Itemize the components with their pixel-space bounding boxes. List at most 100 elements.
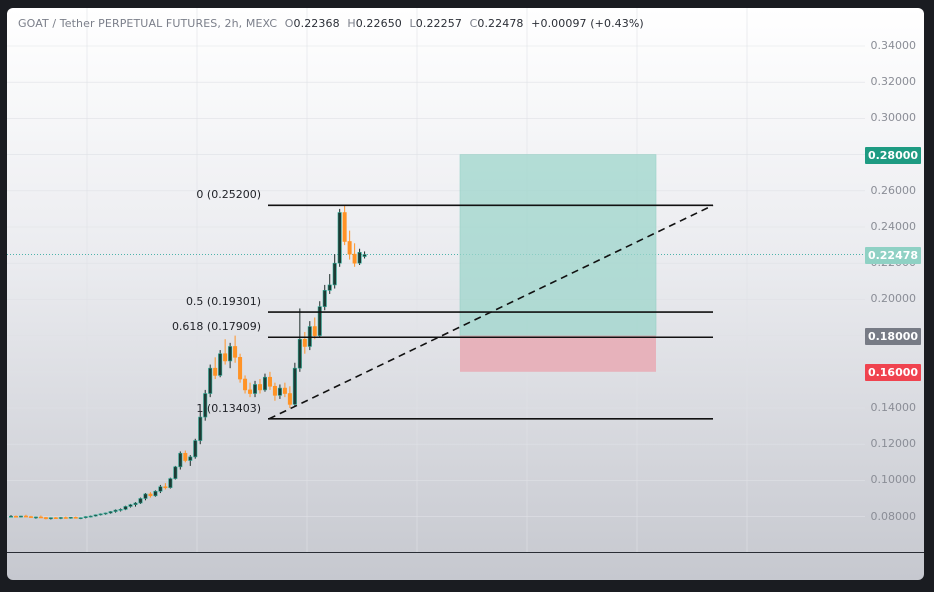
candle xyxy=(243,375,248,394)
candle-body xyxy=(123,506,128,510)
candle xyxy=(258,379,263,394)
close-key: C xyxy=(469,17,478,30)
candle-body xyxy=(223,353,228,362)
candle xyxy=(213,357,218,380)
change-value: +0.00097 (+0.43%) xyxy=(531,17,644,30)
candle xyxy=(28,515,33,519)
candle xyxy=(68,516,73,519)
candle xyxy=(223,339,228,365)
candle-body xyxy=(337,212,342,264)
candle xyxy=(357,248,362,266)
candle-body xyxy=(282,387,287,394)
candle-body xyxy=(292,367,297,405)
candle xyxy=(193,438,198,459)
candle xyxy=(168,477,173,489)
position-loss-zone[interactable] xyxy=(460,335,656,372)
open-key: O xyxy=(284,17,294,30)
price-tick-label: 0.12000 xyxy=(870,437,917,451)
candle xyxy=(123,505,128,511)
symbol-title: GOAT / Tether PERPETUAL FUTURES, 2h, MEX… xyxy=(18,17,278,30)
symbol-legend[interactable]: GOAT / Tether PERPETUAL FUTURES, 2h, MEX… xyxy=(18,17,644,30)
candle xyxy=(128,503,133,508)
candle-body xyxy=(108,511,113,514)
price-badge[interactable]: 0.28000 xyxy=(865,146,921,164)
candle-body xyxy=(13,515,18,518)
candle-body xyxy=(347,241,352,255)
candle-body xyxy=(83,516,88,518)
candle xyxy=(48,517,53,520)
candle xyxy=(8,515,14,518)
candle-body xyxy=(168,478,173,488)
chart-panel[interactable]: GOAT / Tether PERPETUAL FUTURES, 2h, MEX… xyxy=(7,8,924,580)
candle-body xyxy=(357,252,362,264)
candle xyxy=(183,450,188,463)
candle xyxy=(113,509,118,513)
candle xyxy=(352,243,357,267)
candle-body xyxy=(73,517,78,519)
candle-body xyxy=(33,516,38,519)
candle xyxy=(238,353,243,383)
high-value: 0.22650 xyxy=(355,17,402,30)
candle-body xyxy=(233,346,238,358)
candle xyxy=(342,205,347,246)
candle-body xyxy=(322,290,327,307)
candle xyxy=(33,516,38,519)
candle-body xyxy=(352,253,357,264)
candle-body xyxy=(158,486,163,492)
price-tick-label: 0.14000 xyxy=(870,401,917,414)
candle xyxy=(118,508,123,512)
chart-grid xyxy=(7,8,865,552)
price-badge[interactable]: 0.16000 xyxy=(865,363,921,381)
candle xyxy=(317,301,322,338)
price-tick-label: 0.24000 xyxy=(870,220,917,233)
candle-body xyxy=(173,466,178,479)
candle xyxy=(138,497,143,504)
candle xyxy=(337,208,342,267)
candle-series xyxy=(8,205,367,520)
candle xyxy=(262,373,267,392)
fib-level-label: 0.5 (0.19301) xyxy=(185,295,261,309)
candle-body xyxy=(18,515,23,518)
candle xyxy=(332,254,337,289)
time-axis[interactable] xyxy=(7,552,924,580)
candle-body xyxy=(267,376,272,387)
price-badge[interactable]: 0.22478 xyxy=(865,246,921,264)
candle-body xyxy=(98,513,103,516)
candle xyxy=(287,386,292,408)
candle-body xyxy=(58,517,63,519)
candle-body xyxy=(243,378,248,391)
candle xyxy=(233,335,238,363)
chart-canvas[interactable] xyxy=(7,8,924,580)
candle-body xyxy=(327,284,332,291)
fib-level-label: 1 (0.13403) xyxy=(196,401,261,415)
price-badge[interactable]: 0.18000 xyxy=(865,327,921,345)
candle-body xyxy=(148,493,153,497)
price-tick-label: 0.08000 xyxy=(870,509,917,523)
candle-body xyxy=(78,517,83,519)
candle xyxy=(73,516,78,519)
candle xyxy=(143,493,148,501)
dashed-trend-line[interactable] xyxy=(268,204,714,420)
candle-body xyxy=(248,389,253,394)
candle xyxy=(267,371,272,390)
position-profit-zone[interactable] xyxy=(459,154,657,336)
candle xyxy=(253,380,258,398)
candle-body xyxy=(287,393,292,405)
candle-body xyxy=(277,387,282,396)
candle-body xyxy=(332,262,337,286)
candle-body xyxy=(302,338,307,347)
candle xyxy=(88,515,93,518)
candle-body xyxy=(238,357,243,380)
candle xyxy=(93,514,98,517)
candle xyxy=(53,516,58,519)
candle-body xyxy=(88,515,93,518)
candle xyxy=(203,389,208,421)
candle-body xyxy=(153,490,158,497)
candle xyxy=(163,483,168,490)
candle-body xyxy=(138,498,143,504)
candle-body xyxy=(128,504,133,507)
candle xyxy=(322,284,327,311)
candle-body xyxy=(218,353,223,376)
candle xyxy=(208,364,213,398)
candle xyxy=(297,308,302,372)
